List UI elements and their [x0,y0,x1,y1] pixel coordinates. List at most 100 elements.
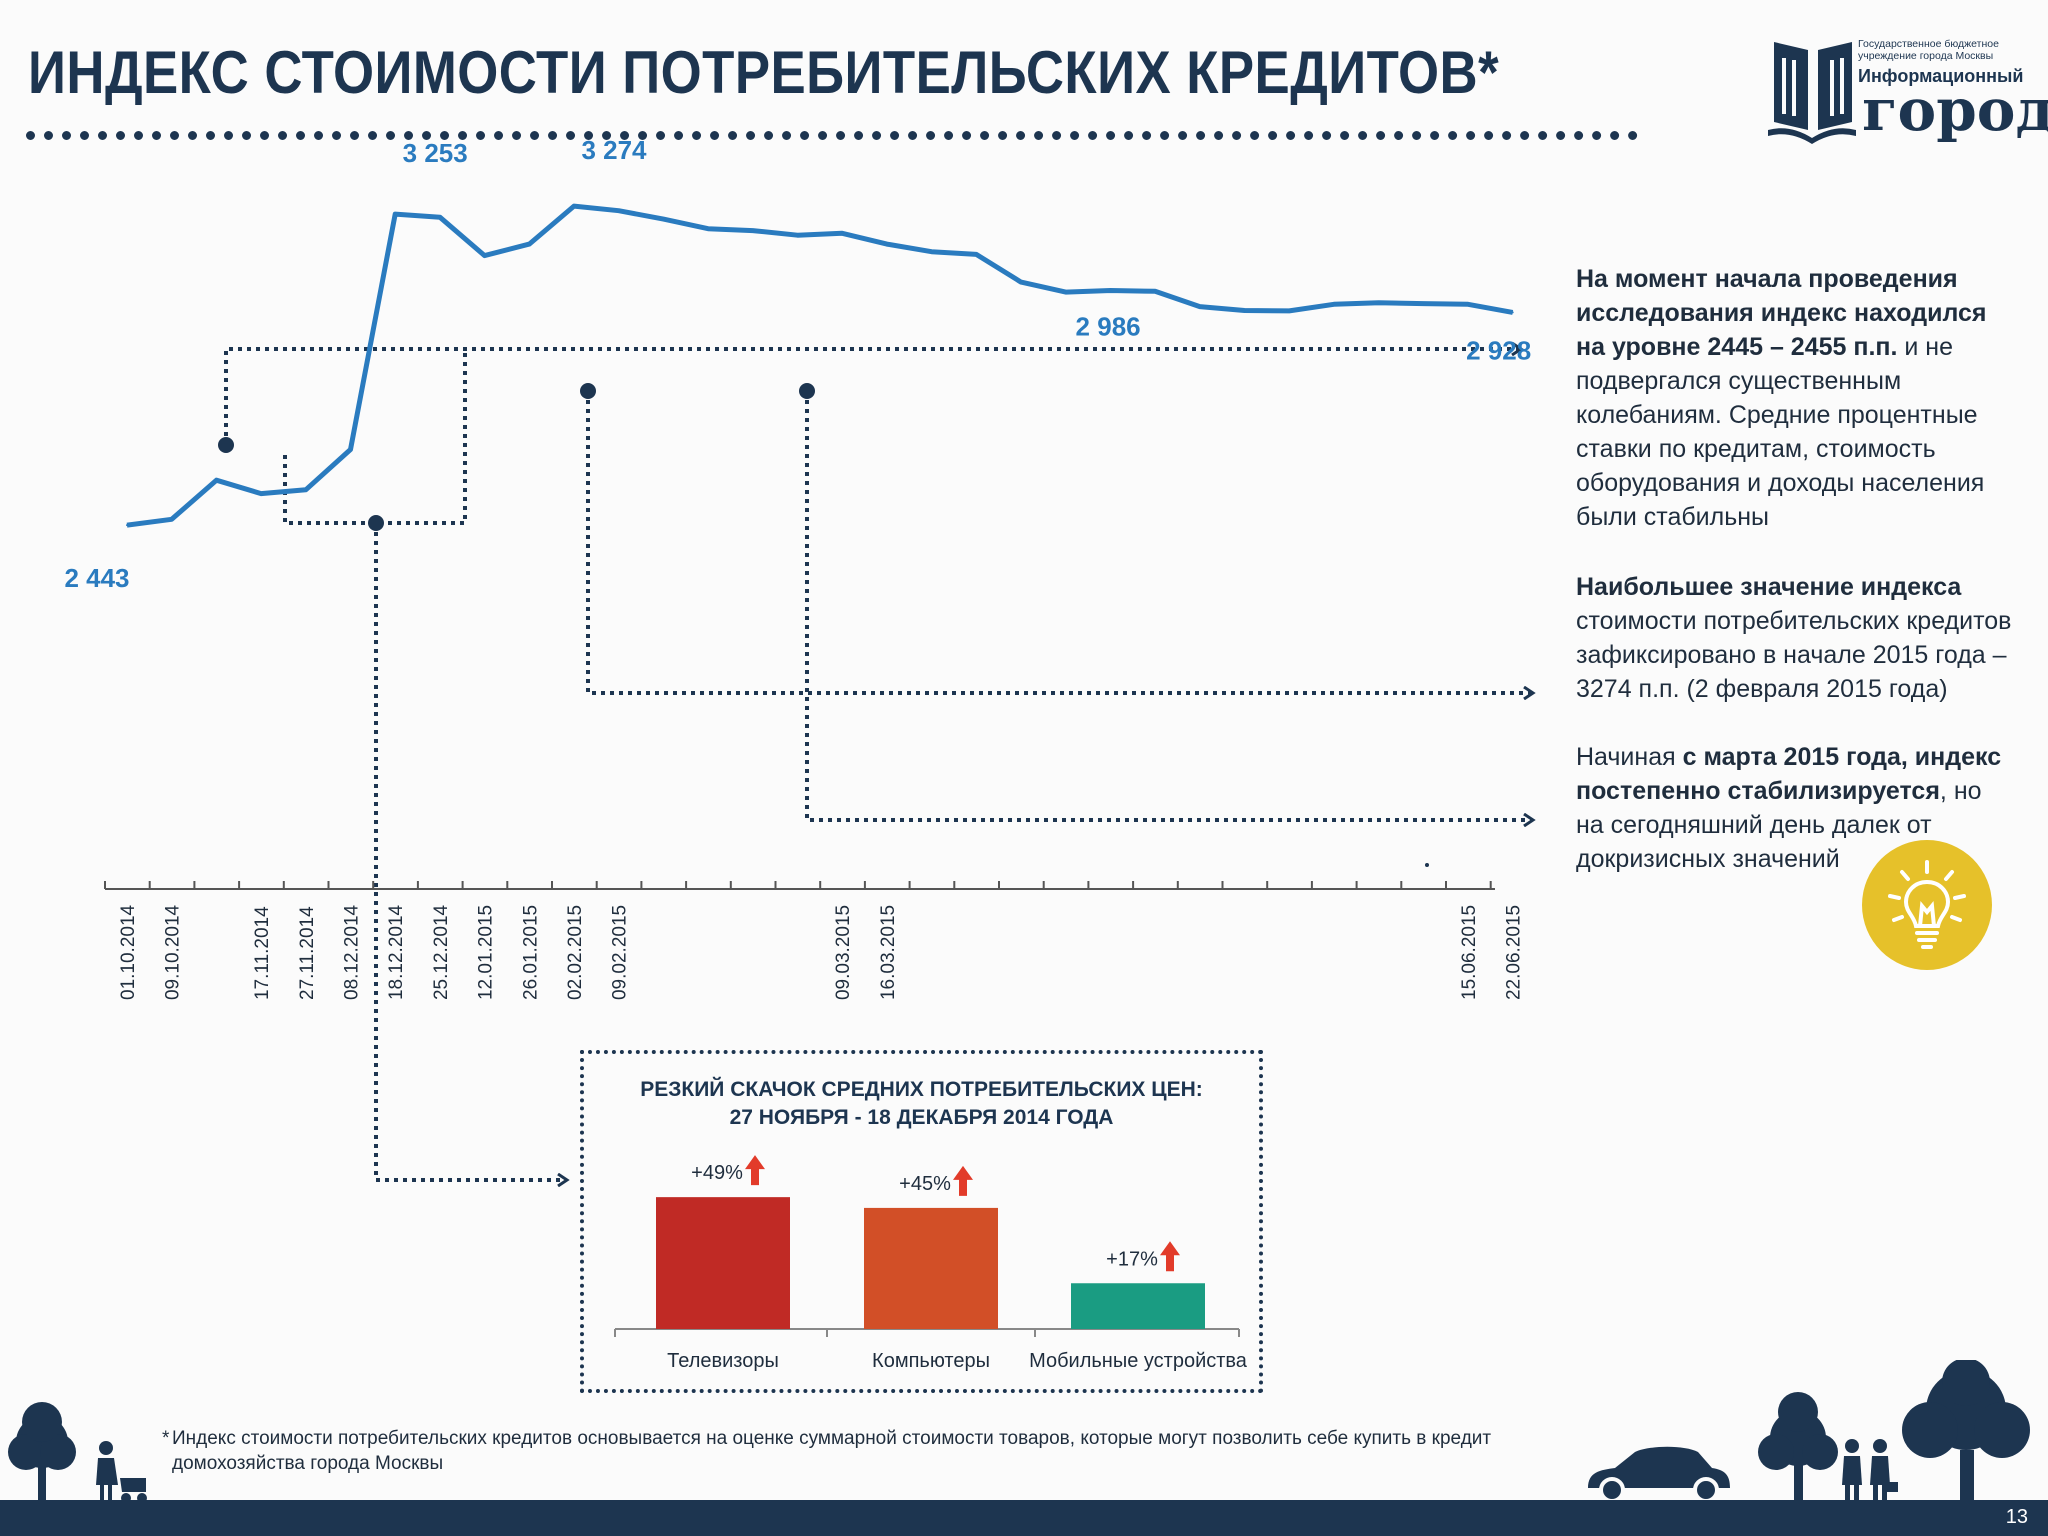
logo-subtitle-line1: Государственное бюджетное [1858,38,1999,50]
inset-title-line1: РЕЗКИЙ СКАЧОК СРЕДНИХ ПОТРЕБИТЕЛЬСКИХ ЦЕ… [640,1078,1203,1101]
data-point [349,448,352,451]
data-point [1198,305,1201,308]
bar [1071,1283,1205,1329]
data-point [930,250,933,253]
data-point [170,518,173,521]
data-point [1467,303,1469,306]
annotation-3-bold: с марта 2015 года, индекс постепенно ста… [1576,743,2002,805]
stray-dot [1425,863,1429,867]
data-point [1377,301,1380,304]
footer-bar [0,1500,2048,1536]
line-chart: 01.10.2014 09.10.2014 17.11.2014 27.11.2014… [64,135,2048,1400]
data-point [394,213,397,216]
connector-peak [586,391,1532,693]
data-labels-layer: 2 443 3 253 3 274 2 986 2 928 [64,135,1531,593]
x-tick-label: 01.10.2014 [118,904,139,1000]
annotation-start-period: На момент начала проведения исследования… [1576,262,2016,534]
inset-title: РЕЗКИЙ СКАЧОК СРЕДНИХ ПОТРЕБИТЕЛЬСКИХ ЦЕ… [584,1076,1259,1132]
data-point [707,227,710,230]
lightbulb-badge [1862,840,1992,970]
handshake-people-icon [1842,1439,1898,1505]
bar-value-label: +49% [691,1162,743,1184]
car-icon [1588,1446,1730,1503]
data-point [751,229,754,232]
footnote: * Индекс стоимости потребительских креди… [162,1426,1512,1476]
annotation-peak: Наибольшее значение индекса стоимости по… [1576,570,2016,706]
x-tick-label: 26.01.2015 [520,905,541,1000]
callout-connectors [224,349,1532,1180]
data-point [617,209,620,212]
mother-stroller-icon [96,1441,147,1503]
logo-wordmark-top: Информационный [1858,66,2024,86]
x-tick-label: 09.10.2014 [163,904,184,1000]
callout-dot-peak [580,383,596,399]
data-point [528,243,531,246]
data-point [573,205,575,208]
data-label: 3 274 [581,135,647,165]
x-tick-label: 22.06.2015 [1504,905,1525,1000]
logo-wordmark: город [1862,76,2048,144]
bar-category-label: Компьютеры [872,1350,990,1372]
page-title: ИНДЕКС СТОИМОСТИ ПОТРЕБИТЕЛЬСКИХ КРЕДИТО… [28,39,1500,106]
bar-value-label: +17% [1106,1248,1158,1270]
connector-start-period [224,349,1520,445]
up-arrow-icon [1160,1241,1180,1272]
x-axis: 01.10.2014 09.10.2014 17.11.2014 27.11.2014… [104,881,1525,1000]
data-point [796,234,799,237]
bar-category-label: Мобильные устройства [1029,1350,1248,1372]
logo-subtitle-line2: учреждение города Москвы [1858,50,1994,62]
logo-subtitle: Государственное бюджетное учреждение гор… [1858,38,1999,62]
connector-stabilization [805,391,1532,820]
tree-right-small-icon [1758,1392,1838,1505]
data-point [215,479,218,482]
lightbulb-icon [1888,860,1966,949]
data-point [1064,291,1067,294]
footnote-text: Индекс стоимости потребительских кредито… [172,1428,1492,1474]
data-point [885,243,888,246]
data-label: 2 986 [1076,311,1141,341]
tree-left-icon [8,1402,76,1505]
data-point [841,232,844,235]
data-point [126,524,128,527]
x-tick-label: 27.11.2014 [297,906,318,1000]
annotation-2-text: стоимости потребительских кредитов зафик… [1576,607,2012,703]
bar [864,1207,998,1329]
index-series-line [126,203,1514,528]
x-tick-label: 08.12.2014 [342,904,363,1000]
data-point [662,218,665,221]
x-tick-label: 16.03.2015 [878,905,899,1000]
up-arrow-icon [745,1155,765,1186]
x-tick-label: 15.06.2015 [1459,905,1480,1000]
data-point [260,492,263,495]
data-point [975,253,978,256]
footnote-star: * [162,1428,170,1449]
annotation-2-bold: Наибольшее значение индекса [1576,573,1962,601]
x-tick-label: 18.12.2014 [386,904,407,1000]
tree-right-big-icon [1902,1360,2030,1505]
annotation-1-bold: На момент начала проведения исследования… [1576,265,1987,361]
data-label: 2 443 [64,563,129,593]
data-label: 2 928 [1466,335,1531,365]
x-tick-label: 12.01.2015 [476,905,497,1000]
data-point [304,488,307,491]
bar-category-label: Телевизоры [667,1350,779,1372]
data-point [1109,289,1112,292]
bar-chart: +49% Телевизоры +45% Компьютеры +17% Мобильны… [614,1155,1248,1372]
annotation-3-lead: Начиная [1576,743,1683,771]
data-label: 3 253 [403,138,468,168]
x-tick-label: 09.03.2015 [833,905,854,1000]
bar [656,1197,790,1329]
annotation-1-text: и не подвергался существенным колебаниям… [1576,333,1985,531]
inset-title-line2: 27 НОЯБРЯ - 18 ДЕКАБРЯ 2014 ГОДА [729,1106,1114,1129]
series-layer [126,203,1514,528]
logo-book-icon [1768,42,1856,144]
data-point [438,216,441,219]
annotation-3-text: , но на сегодняшний день далек от докриз… [1576,777,1982,873]
title-dotted-rule [26,131,1638,140]
data-point [483,254,486,257]
annotation-stabilization: Начиная с марта 2015 года, индекс постеп… [1576,740,2016,876]
x-tick-label: 09.02.2015 [610,905,631,1000]
x-tick-label: 25.12.2014 [431,904,452,1000]
x-tick-label: 17.11.2014 [252,906,273,1000]
price-jump-inset: РЕЗКИЙ СКАЧОК СРЕДНИХ ПОТРЕБИТЕЛЬСКИХ ЦЕ… [580,1050,1263,1393]
